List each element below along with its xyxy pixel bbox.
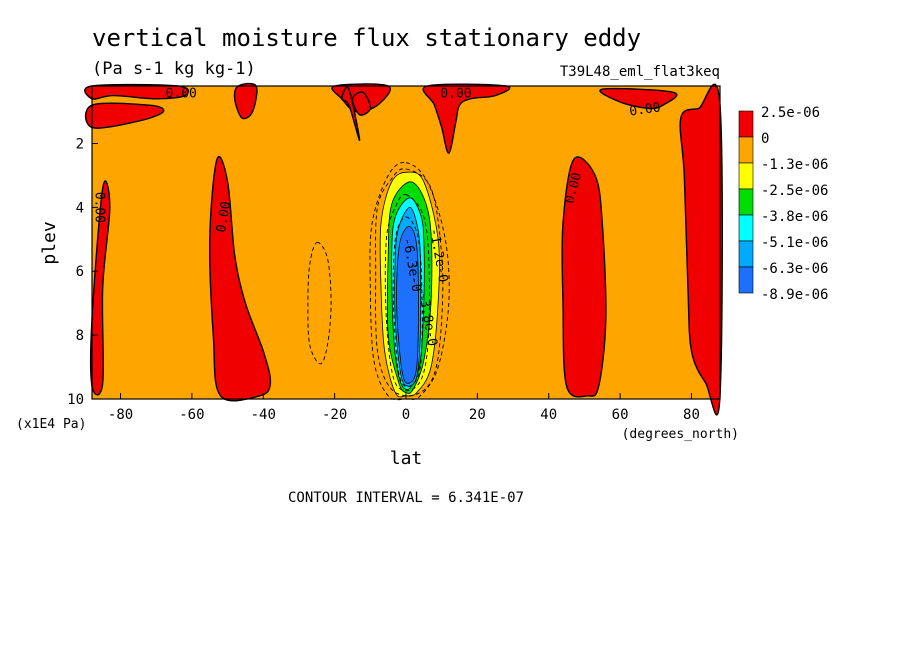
chart-units: (Pa s-1 kg kg-1) — [92, 59, 256, 79]
x-tick-label-4: 0 — [402, 407, 410, 423]
x-axis-label: lat — [390, 448, 423, 469]
dashed-contour-4 — [392, 216, 423, 388]
contour-region-11 — [89, 180, 111, 396]
y-tick-label-2: 6 — [76, 264, 84, 280]
contour-region-6 — [422, 83, 511, 154]
y-axis-label: plev — [39, 221, 60, 264]
filled-contours — [84, 82, 723, 416]
x-tick-label-1: -60 — [179, 407, 204, 423]
legend-label-4: -3.8e-06 — [761, 209, 828, 225]
chart-title: vertical moisture flux stationary eddy — [92, 24, 641, 52]
contour-region-10 — [561, 156, 607, 398]
contour-region-9 — [209, 155, 272, 402]
x-tick-label-0: -80 — [108, 407, 133, 423]
contour-region-16 — [396, 226, 419, 384]
contour-label-2: 0.00 — [629, 100, 662, 119]
contour-region-5 — [341, 86, 361, 142]
plot-area: 0.00 0.000.000.00 0.000.00-1.2e-0-3.8e-0-6… — [84, 82, 723, 416]
y-axis-ticks: 2 4 6 8 10 — [67, 136, 98, 408]
contour-region-8 — [679, 83, 723, 416]
x-tick-label-5: 20 — [469, 407, 486, 423]
y-tick-label-3: 8 — [76, 328, 84, 344]
contour-region-1 — [84, 102, 165, 129]
legend-swatch-2 — [738, 162, 754, 190]
legend-label-1: 0 — [761, 131, 769, 147]
contour-region-4 — [351, 91, 372, 116]
contour-label-0: 0.00 — [166, 86, 197, 101]
legend-label-2: -1.3e-06 — [761, 157, 828, 173]
contour-region-7 — [599, 87, 678, 110]
legend-swatch-6 — [738, 266, 754, 294]
dashed-contour-2 — [375, 168, 444, 397]
legend-swatch-5 — [738, 240, 754, 268]
x-tick-label-6: 40 — [540, 407, 557, 423]
legend-label-3: -2.5e-06 — [761, 183, 828, 199]
dashed-contour-0 — [307, 242, 332, 365]
x-tick-label-7: 60 — [612, 407, 629, 423]
legend-swatch-4 — [738, 214, 754, 242]
x-tick-label-8: 80 — [683, 407, 700, 423]
y-unit-label: (x1E4 Pa) — [16, 417, 86, 432]
y-tick-label-0: 2 — [76, 136, 84, 152]
y-tick-label-4: 10 — [67, 392, 84, 408]
legend-label-0: 2.5e-06 — [761, 105, 820, 121]
legend-swatch-1 — [738, 136, 754, 164]
x-tick-label-3: -20 — [322, 407, 347, 423]
y-tick-label-1: 4 — [76, 200, 84, 216]
dataset-label: T39L48_eml_flat3keq — [560, 64, 720, 80]
legend-label-7: -8.9e-06 — [761, 287, 828, 303]
legend-label-5: -5.1e-06 — [761, 235, 828, 251]
contour-interval: CONTOUR INTERVAL = 6.341E-07 — [288, 490, 524, 506]
legend-swatch-0 — [738, 110, 754, 138]
contour-label-1: 0.00 — [440, 86, 471, 101]
contour-label-3: 0.00 — [92, 192, 107, 223]
x-tick-label-2: -40 — [251, 407, 276, 423]
x-axis-ticks: -80 -60 -40 -20 0 20 40 60 80 — [108, 393, 700, 423]
color-legend: 2.5e-06 0 -1.3e-06 -2.5e-06 -3.8e-06 -5.1e-06… — [738, 105, 828, 303]
contour-label-4: 0.00 — [214, 200, 234, 233]
legend-label-6: -6.3e-06 — [761, 261, 828, 277]
dashed-contour-3 — [384, 193, 430, 392]
x-unit-label: (degrees_north) — [622, 427, 739, 442]
legend-swatch-3 — [738, 188, 754, 216]
contour-region-2 — [233, 82, 258, 120]
